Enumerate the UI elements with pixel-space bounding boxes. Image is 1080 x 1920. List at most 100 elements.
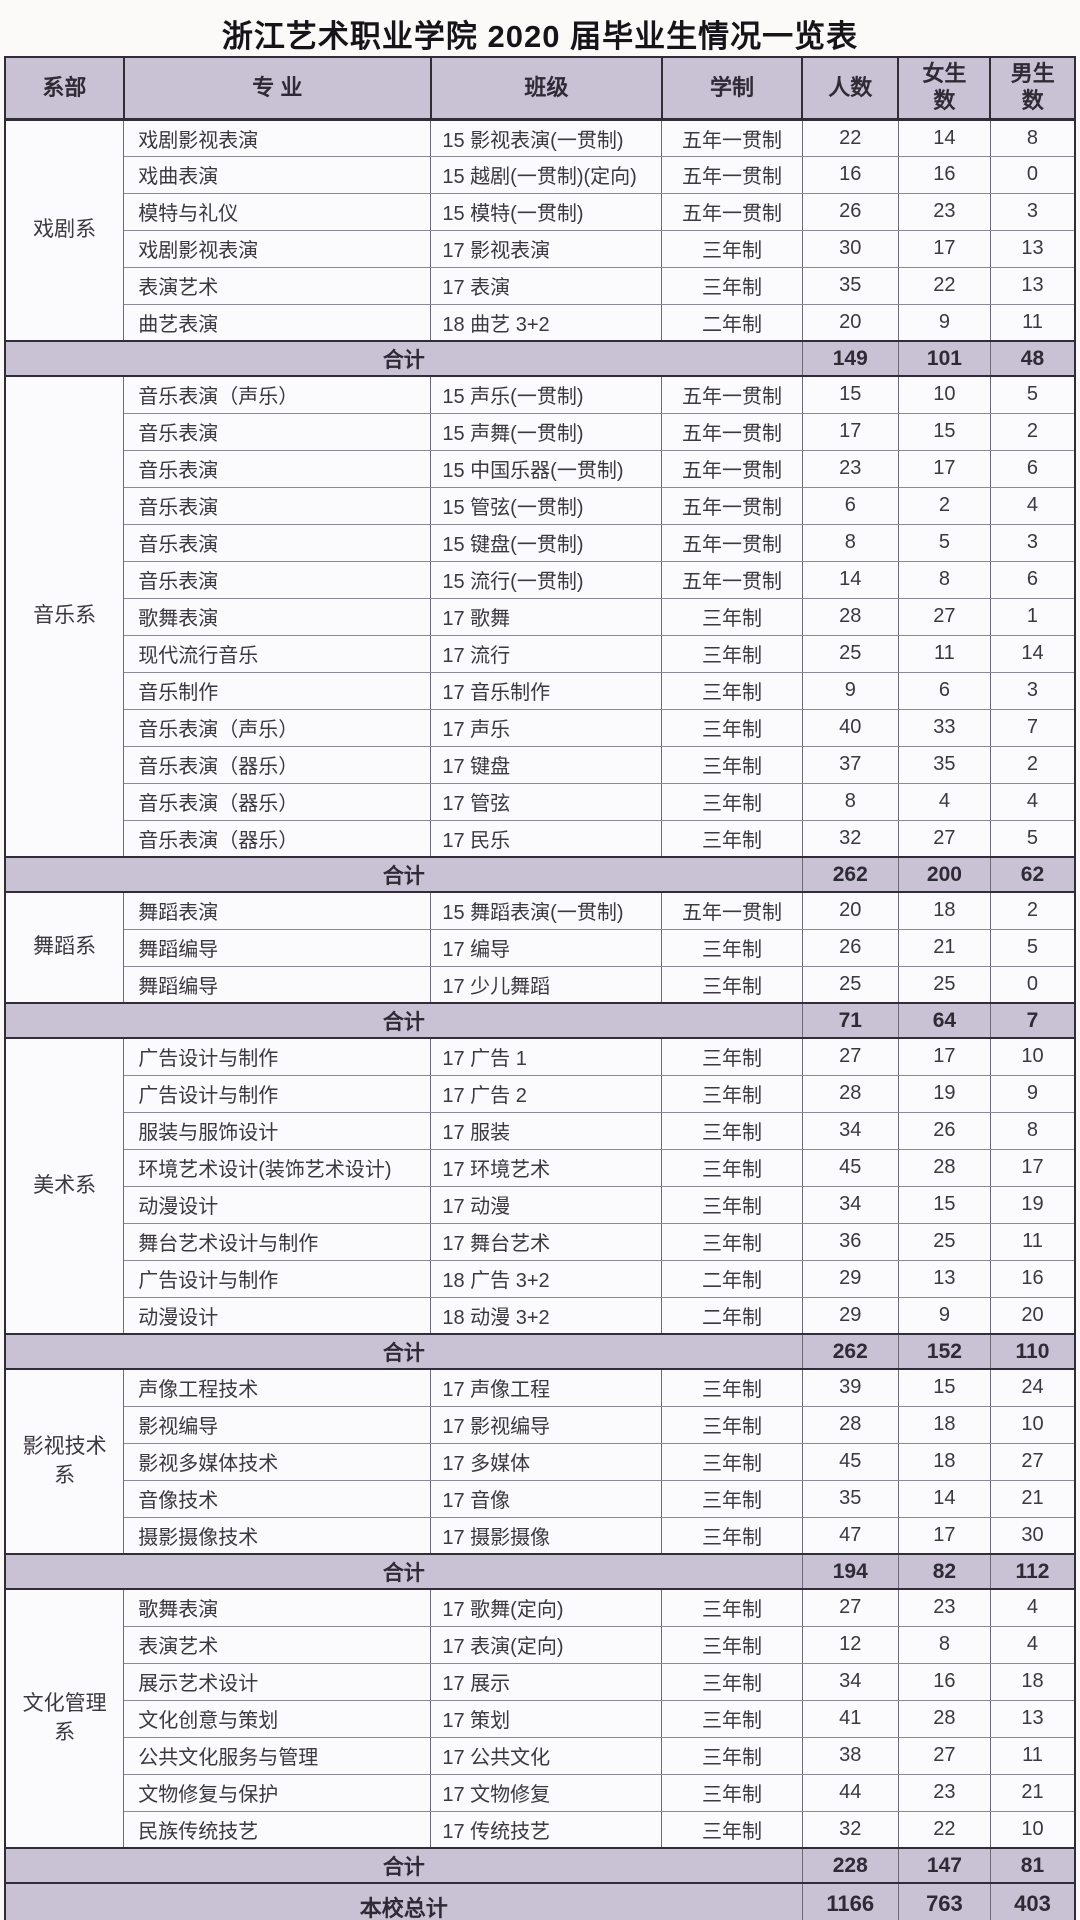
female-count-cell: 27: [897, 819, 991, 858]
male-count-cell: 1: [989, 597, 1076, 636]
female-count-cell: 15: [897, 412, 991, 451]
male-count-cell: 110: [989, 1333, 1076, 1370]
female-count-cell: 25: [897, 1222, 991, 1261]
duration-cell: 三年制: [661, 1736, 803, 1775]
class-cell: 17 摄影摄像: [430, 1516, 663, 1555]
table-row: 音乐表演（器乐） 17 管弦 三年制 8 4 4: [5, 782, 1076, 821]
male-count-cell: 4: [989, 1588, 1076, 1627]
subtotal-label: 合计: [4, 1002, 803, 1039]
count-cell: 23: [801, 449, 899, 488]
duration-cell: 三年制: [661, 597, 803, 636]
female-count-cell: 26: [897, 1111, 991, 1150]
subtotal-row: 合计 149 101 48: [4, 340, 1076, 377]
grand-total-label: 本校总计: [4, 1882, 803, 1920]
male-count-cell: 11: [989, 1736, 1076, 1775]
major-cell: 戏剧影视表演: [123, 229, 432, 268]
count-cell: 32: [801, 1810, 899, 1849]
class-cell: 17 民乐: [430, 819, 663, 858]
male-count-cell: 18: [989, 1662, 1076, 1701]
count-cell: 37: [801, 745, 899, 784]
male-count-cell: 112: [989, 1553, 1076, 1590]
male-count-cell: 4: [989, 782, 1076, 821]
duration-cell: 五年一贯制: [661, 118, 803, 157]
count-cell: 47: [801, 1516, 899, 1555]
major-cell: 舞蹈编导: [123, 928, 432, 967]
class-cell: 15 影视表演(一贯制): [430, 118, 663, 157]
class-cell: 17 公共文化: [430, 1736, 663, 1775]
male-count-cell: 13: [989, 266, 1076, 305]
department-cell: 音乐系: [4, 375, 125, 858]
male-count-cell: 10: [989, 1405, 1076, 1444]
class-cell: 17 环境艺术: [430, 1148, 663, 1187]
col-header-count: 人数: [801, 56, 900, 121]
duration-cell: 三年制: [661, 1516, 803, 1555]
female-count-cell: 9: [897, 303, 991, 342]
count-cell: 41: [801, 1699, 899, 1738]
graduates-table: 系部 专 业 班级 学制 人数 女生数 男生数 戏剧系 戏剧影视表演 15 影视表演…: [4, 56, 1076, 1920]
female-count-cell: 6: [897, 671, 991, 710]
count-cell: 32: [801, 819, 899, 858]
count-cell: 44: [801, 1773, 899, 1812]
class-cell: 17 表演(定向): [430, 1625, 663, 1664]
table-row: 文化管理系 歌舞表演 17 歌舞(定向) 三年制 27 23 4: [4, 1588, 1076, 1849]
male-count-cell: 2: [989, 745, 1076, 784]
duration-cell: 三年制: [661, 1810, 803, 1849]
duration-cell: 三年制: [661, 1588, 803, 1627]
major-cell: 影视多媒体技术: [123, 1442, 432, 1481]
male-count-cell: 21: [989, 1773, 1076, 1812]
major-cell: 舞蹈表演: [123, 891, 432, 930]
count-cell: 25: [801, 965, 899, 1004]
duration-cell: 二年制: [661, 1259, 803, 1298]
male-count-cell: 0: [989, 965, 1076, 1004]
table-row: 舞蹈编导 17 编导 三年制 26 21 5: [5, 928, 1076, 967]
male-count-cell: 20: [989, 1296, 1076, 1335]
count-cell: 36: [801, 1222, 899, 1261]
male-count-cell: 48: [989, 340, 1076, 377]
subtotal-row: 合计 262 152 110: [4, 1333, 1076, 1370]
male-count-cell: 5: [989, 375, 1076, 414]
female-count-cell: 11: [897, 634, 991, 673]
major-cell: 音乐制作: [123, 671, 432, 710]
department-cell: 影视技术系: [4, 1368, 125, 1555]
duration-cell: 三年制: [661, 1625, 803, 1664]
major-cell: 环境艺术设计(装饰艺术设计): [123, 1148, 432, 1187]
female-count-cell: 18: [897, 1442, 991, 1481]
class-cell: 15 声舞(一贯制): [430, 412, 663, 451]
female-count-cell: 28: [897, 1148, 991, 1187]
male-count-cell: 2: [989, 891, 1076, 930]
count-cell: 39: [801, 1368, 899, 1407]
major-cell: 戏曲表演: [123, 155, 432, 194]
class-cell: 17 多媒体: [430, 1442, 663, 1481]
class-cell: 15 声乐(一贯制): [430, 375, 663, 414]
count-cell: 28: [801, 597, 899, 636]
major-cell: 现代流行音乐: [123, 634, 432, 673]
male-count-cell: 16: [989, 1259, 1076, 1298]
count-cell: 1166: [801, 1882, 899, 1920]
table-row: 舞蹈系 舞蹈表演 15 舞蹈表演(一贯制) 五年一贯制 20 18 2: [4, 891, 1076, 1004]
class-cell: 17 服装: [430, 1111, 663, 1150]
table-row: 歌舞表演 17 歌舞 三年制 28 27 1: [5, 597, 1076, 636]
class-cell: 17 舞台艺术: [430, 1222, 663, 1261]
duration-cell: 三年制: [661, 1662, 803, 1701]
subtotal-row: 合计 71 64 7: [4, 1002, 1076, 1039]
major-cell: 歌舞表演: [123, 597, 432, 636]
male-count-cell: 7: [989, 1002, 1076, 1039]
female-count-cell: 27: [897, 1736, 991, 1775]
female-count-cell: 15: [897, 1368, 991, 1407]
count-cell: 20: [801, 891, 899, 930]
duration-cell: 五年一贯制: [661, 155, 803, 194]
department-cell: 文化管理系: [4, 1588, 125, 1849]
major-cell: 表演艺术: [123, 266, 432, 305]
class-cell: 15 越剧(一贯制)(定向): [430, 155, 663, 194]
col-header-male-count: 男生数: [989, 56, 1076, 121]
table-row: 表演艺术 17 表演(定向) 三年制 12 8 4: [5, 1625, 1076, 1664]
count-cell: 14: [801, 560, 899, 599]
table-row: 环境艺术设计(装饰艺术设计) 17 环境艺术 三年制 45 28 17: [5, 1148, 1076, 1187]
count-cell: 71: [801, 1002, 899, 1039]
female-count-cell: 101: [897, 340, 991, 377]
duration-cell: 三年制: [661, 782, 803, 821]
count-cell: 27: [801, 1588, 899, 1627]
table-row: 戏剧影视表演 17 影视表演 三年制 30 17 13: [5, 229, 1076, 268]
duration-cell: 三年制: [661, 266, 803, 305]
